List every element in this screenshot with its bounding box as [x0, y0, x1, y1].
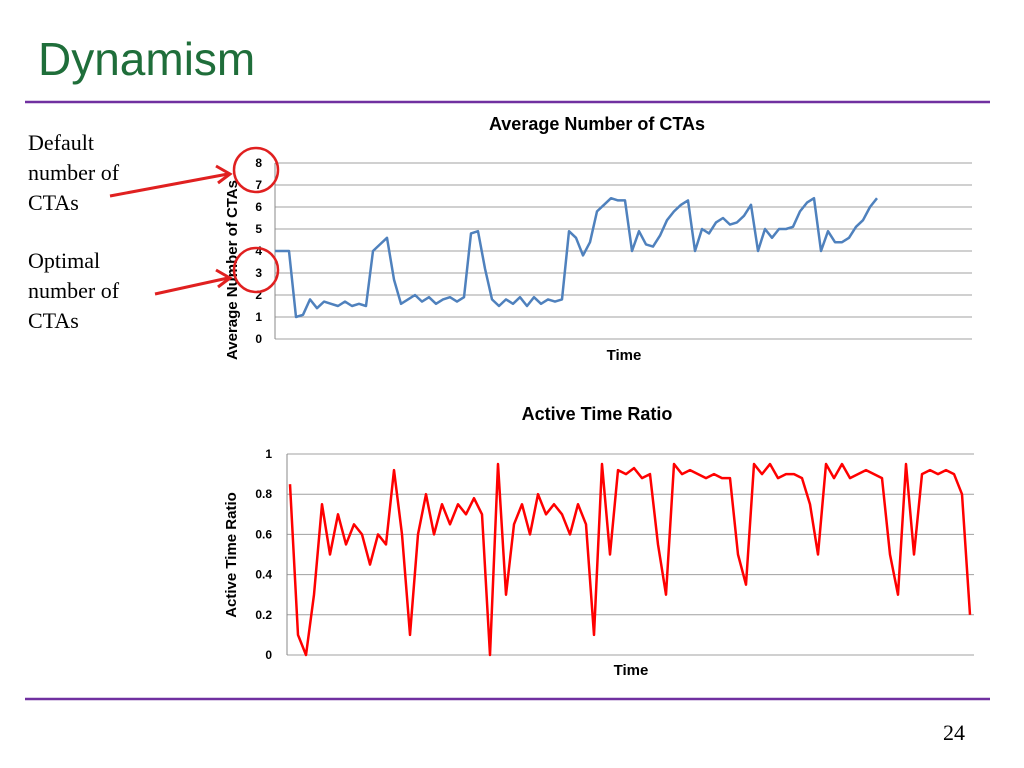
y-tick-label: 8: [255, 156, 262, 170]
arrow-head: [215, 268, 233, 289]
y-tick-label: 0.4: [255, 568, 272, 582]
y-tick-label: 1: [265, 447, 272, 461]
x-axis-label: Time: [607, 347, 642, 364]
annotation: Optimal number of CTAs: [28, 248, 120, 333]
annotation: Default number of CTAs: [28, 130, 120, 215]
charts: Average Number of CTAs Time Average Number…: [223, 114, 974, 679]
y-tick-label: 0: [255, 332, 262, 346]
y-tick-label: 6: [255, 200, 262, 214]
line-series: [288, 462, 972, 657]
y-tick-label: 2: [255, 288, 262, 302]
highlight-circle: [232, 146, 280, 194]
arrow-head: [215, 164, 233, 185]
y-axis-label: Average Number of CTAs: [224, 180, 241, 360]
page-number: 24: [943, 720, 965, 745]
slide-title: Dynamism: [38, 33, 255, 85]
y-tick-label: 7: [255, 178, 262, 192]
highlight-circle: [232, 246, 280, 294]
x-axis-label: Time: [614, 662, 649, 679]
y-tick-label: 0.8: [255, 487, 272, 501]
chart-title: Active Time Ratio: [522, 404, 673, 424]
y-tick-label: 0.6: [255, 527, 272, 541]
annotations: Default number of CTAs Optimal number of CTAs: [28, 130, 120, 333]
y-axis-label: Active Time Ratio: [223, 492, 240, 618]
arrow: [109, 172, 229, 198]
y-tick-label: 1: [255, 310, 262, 324]
y-tick-label: 5: [255, 222, 262, 236]
y-tick-label: 3: [255, 266, 262, 280]
arrow: [154, 276, 229, 296]
line-series: [275, 196, 878, 319]
y-tick-label: 0: [265, 648, 272, 662]
y-tick-label: 0.2: [255, 608, 272, 622]
chart-title: Average Number of CTAs: [489, 114, 705, 134]
y-tick-label: 4: [255, 244, 262, 258]
